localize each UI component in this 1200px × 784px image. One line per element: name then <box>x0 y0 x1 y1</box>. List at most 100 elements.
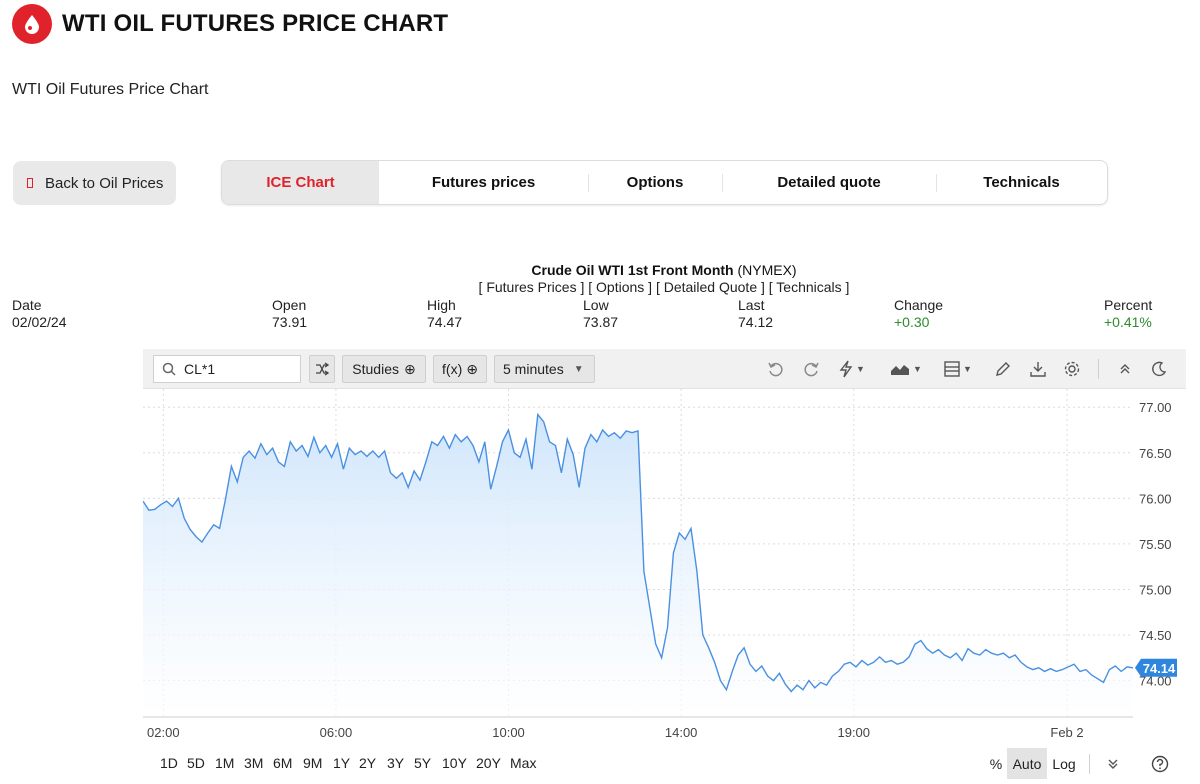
bottom-separator <box>1089 754 1090 774</box>
oil-drop-logo-icon <box>12 4 52 44</box>
quote-percent: Percent +0.41% <box>1104 297 1152 331</box>
plus-circle-icon: ⊕ <box>466 360 478 377</box>
quote-value: +0.30 <box>894 314 930 330</box>
caret-down-icon: ▼ <box>573 363 584 375</box>
page-subtitle: WTI Oil Futures Price Chart <box>12 81 209 98</box>
section-tabs: ICE Chart Futures prices Options Detaile… <box>221 160 1108 205</box>
help-icon[interactable] <box>1149 748 1171 779</box>
interval-select[interactable]: 5 minutes ▼ <box>494 355 595 383</box>
quote-label: High <box>427 297 456 313</box>
shuffle-icon <box>316 362 329 376</box>
range-button-3y[interactable]: 3Y <box>387 755 405 771</box>
tab-detailed-quote[interactable]: Detailed quote <box>722 161 936 204</box>
range-button-5y[interactable]: 5Y <box>414 755 432 771</box>
symbol-search-input[interactable]: CL*1 <box>153 355 301 383</box>
range-button-1m[interactable]: 1M <box>215 755 235 771</box>
price-plot[interactable]: 77.00 76.50 76.00 75.50 75.00 74.50 74.00 02:00… <box>143 389 1186 784</box>
gear-icon[interactable] <box>1060 357 1084 381</box>
instrument-links[interactable]: [ Futures Prices ] [ Options ] [ Detaile… <box>478 279 850 295</box>
quote-value: 74.47 <box>427 314 463 330</box>
toolbar-separator <box>1098 359 1099 379</box>
download-icon[interactable] <box>1026 357 1050 381</box>
quote-value: +0.41% <box>1104 314 1152 330</box>
range-button-max[interactable]: Max <box>510 755 537 771</box>
layout-icon[interactable]: ▼ <box>941 357 975 381</box>
range-button-10y[interactable]: 10Y <box>442 755 467 771</box>
y-tick-label: 76.50 <box>1139 446 1172 461</box>
quote-value: 02/02/24 <box>12 314 67 330</box>
price-chart: CL*1 Studies ⊕ f(x) ⊕ 5 minutes ▼ ▼ <box>143 349 1186 784</box>
range-button-3m[interactable]: 3M <box>244 755 264 771</box>
quote-last: Last 74.12 <box>738 297 773 331</box>
price-area <box>143 414 1133 717</box>
moon-icon[interactable] <box>1147 357 1171 381</box>
quote-change: Change +0.30 <box>894 297 943 331</box>
log-label: Log <box>1052 755 1076 772</box>
instrument-name: Crude Oil WTI 1st Front Month <box>531 262 734 278</box>
studies-button[interactable]: Studies ⊕ <box>342 355 426 383</box>
tab-separator <box>936 174 937 192</box>
collapse-icon[interactable] <box>1113 357 1137 381</box>
instrument-exchange: (NYMEX) <box>737 262 797 278</box>
page-header: WTI OIL FUTURES PRICE CHART <box>12 4 448 44</box>
percent-label: % <box>989 755 1003 772</box>
back-to-oil-prices-button[interactable]: Back to Oil Prices <box>13 161 176 205</box>
fx-label: f(x) <box>442 361 463 377</box>
price-line <box>143 412 1134 693</box>
range-button-2y[interactable]: 2Y <box>359 755 377 771</box>
percent-scale-button[interactable]: % <box>989 748 1003 779</box>
range-button-1y[interactable]: 1Y <box>333 755 351 771</box>
x-tick-label: Feb 2 <box>1050 725 1083 740</box>
auto-label: Auto <box>1012 755 1042 772</box>
quote-label: Date <box>12 297 42 313</box>
compare-button[interactable] <box>309 355 335 383</box>
tab-ice-chart[interactable]: ICE Chart <box>222 161 379 204</box>
lightning-icon[interactable]: ▼ <box>835 357 869 381</box>
range-button-20y[interactable]: 20Y <box>476 755 501 771</box>
x-tick-label: 19:00 <box>837 725 870 740</box>
redo-icon[interactable] <box>799 357 823 381</box>
tab-technicals[interactable]: Technicals <box>936 161 1107 204</box>
back-button-label: Back to Oil Prices <box>45 174 164 192</box>
studies-label: Studies <box>352 361 399 377</box>
y-tick-label: 75.50 <box>1139 537 1172 552</box>
range-button-6m[interactable]: 6M <box>273 755 293 771</box>
plus-circle-icon: ⊕ <box>403 360 416 377</box>
tab-label: Options <box>626 174 684 191</box>
quote-low: Low 73.87 <box>583 297 618 331</box>
quote-value: 73.91 <box>272 314 308 330</box>
range-button-5d[interactable]: 5D <box>187 755 205 771</box>
tab-futures-prices[interactable]: Futures prices <box>379 161 588 204</box>
quote-label: Open <box>272 297 307 313</box>
range-button-1d[interactable]: 1D <box>160 755 178 771</box>
range-button-9m[interactable]: 9M <box>303 755 323 771</box>
last-price-label: 74.14 <box>1143 661 1176 676</box>
quote-open: Open 73.91 <box>272 297 307 331</box>
search-icon <box>162 362 176 376</box>
tab-options[interactable]: Options <box>588 161 722 204</box>
expand-down-icon[interactable] <box>1103 748 1123 779</box>
x-tick-label: 10:00 <box>492 725 525 740</box>
chart-type-icon[interactable]: ▼ <box>887 357 925 381</box>
interval-label: 5 minutes <box>503 361 564 377</box>
log-scale-button[interactable]: Log <box>1049 748 1079 779</box>
x-tick-label: 14:00 <box>665 725 698 740</box>
back-icon <box>27 178 33 188</box>
quote-label: Last <box>738 297 765 313</box>
pencil-icon[interactable] <box>991 357 1015 381</box>
y-tick-label: 74.00 <box>1139 674 1172 689</box>
quote-date: Date 02/02/24 <box>12 297 67 331</box>
range-bar: 1D 5D 1M 3M 6M 9M 1Y 2Y 3Y 5Y 10Y 20Y Max % Auto Log <box>143 748 1186 780</box>
quote-value: 73.87 <box>583 314 619 330</box>
x-tick-label: 02:00 <box>147 725 180 740</box>
fx-button[interactable]: f(x) ⊕ <box>433 355 487 383</box>
quote-value: 74.12 <box>738 314 774 330</box>
tab-separator <box>588 174 589 192</box>
instrument-title: Crude Oil WTI 1st Front Month (NYMEX) <box>0 262 1200 278</box>
tab-separator <box>722 174 723 192</box>
tab-label: Detailed quote <box>777 174 881 191</box>
undo-icon[interactable] <box>764 357 788 381</box>
auto-scale-button[interactable]: Auto <box>1007 748 1047 779</box>
y-tick-label: 77.00 <box>1139 400 1172 415</box>
tab-label: Technicals <box>983 174 1060 191</box>
